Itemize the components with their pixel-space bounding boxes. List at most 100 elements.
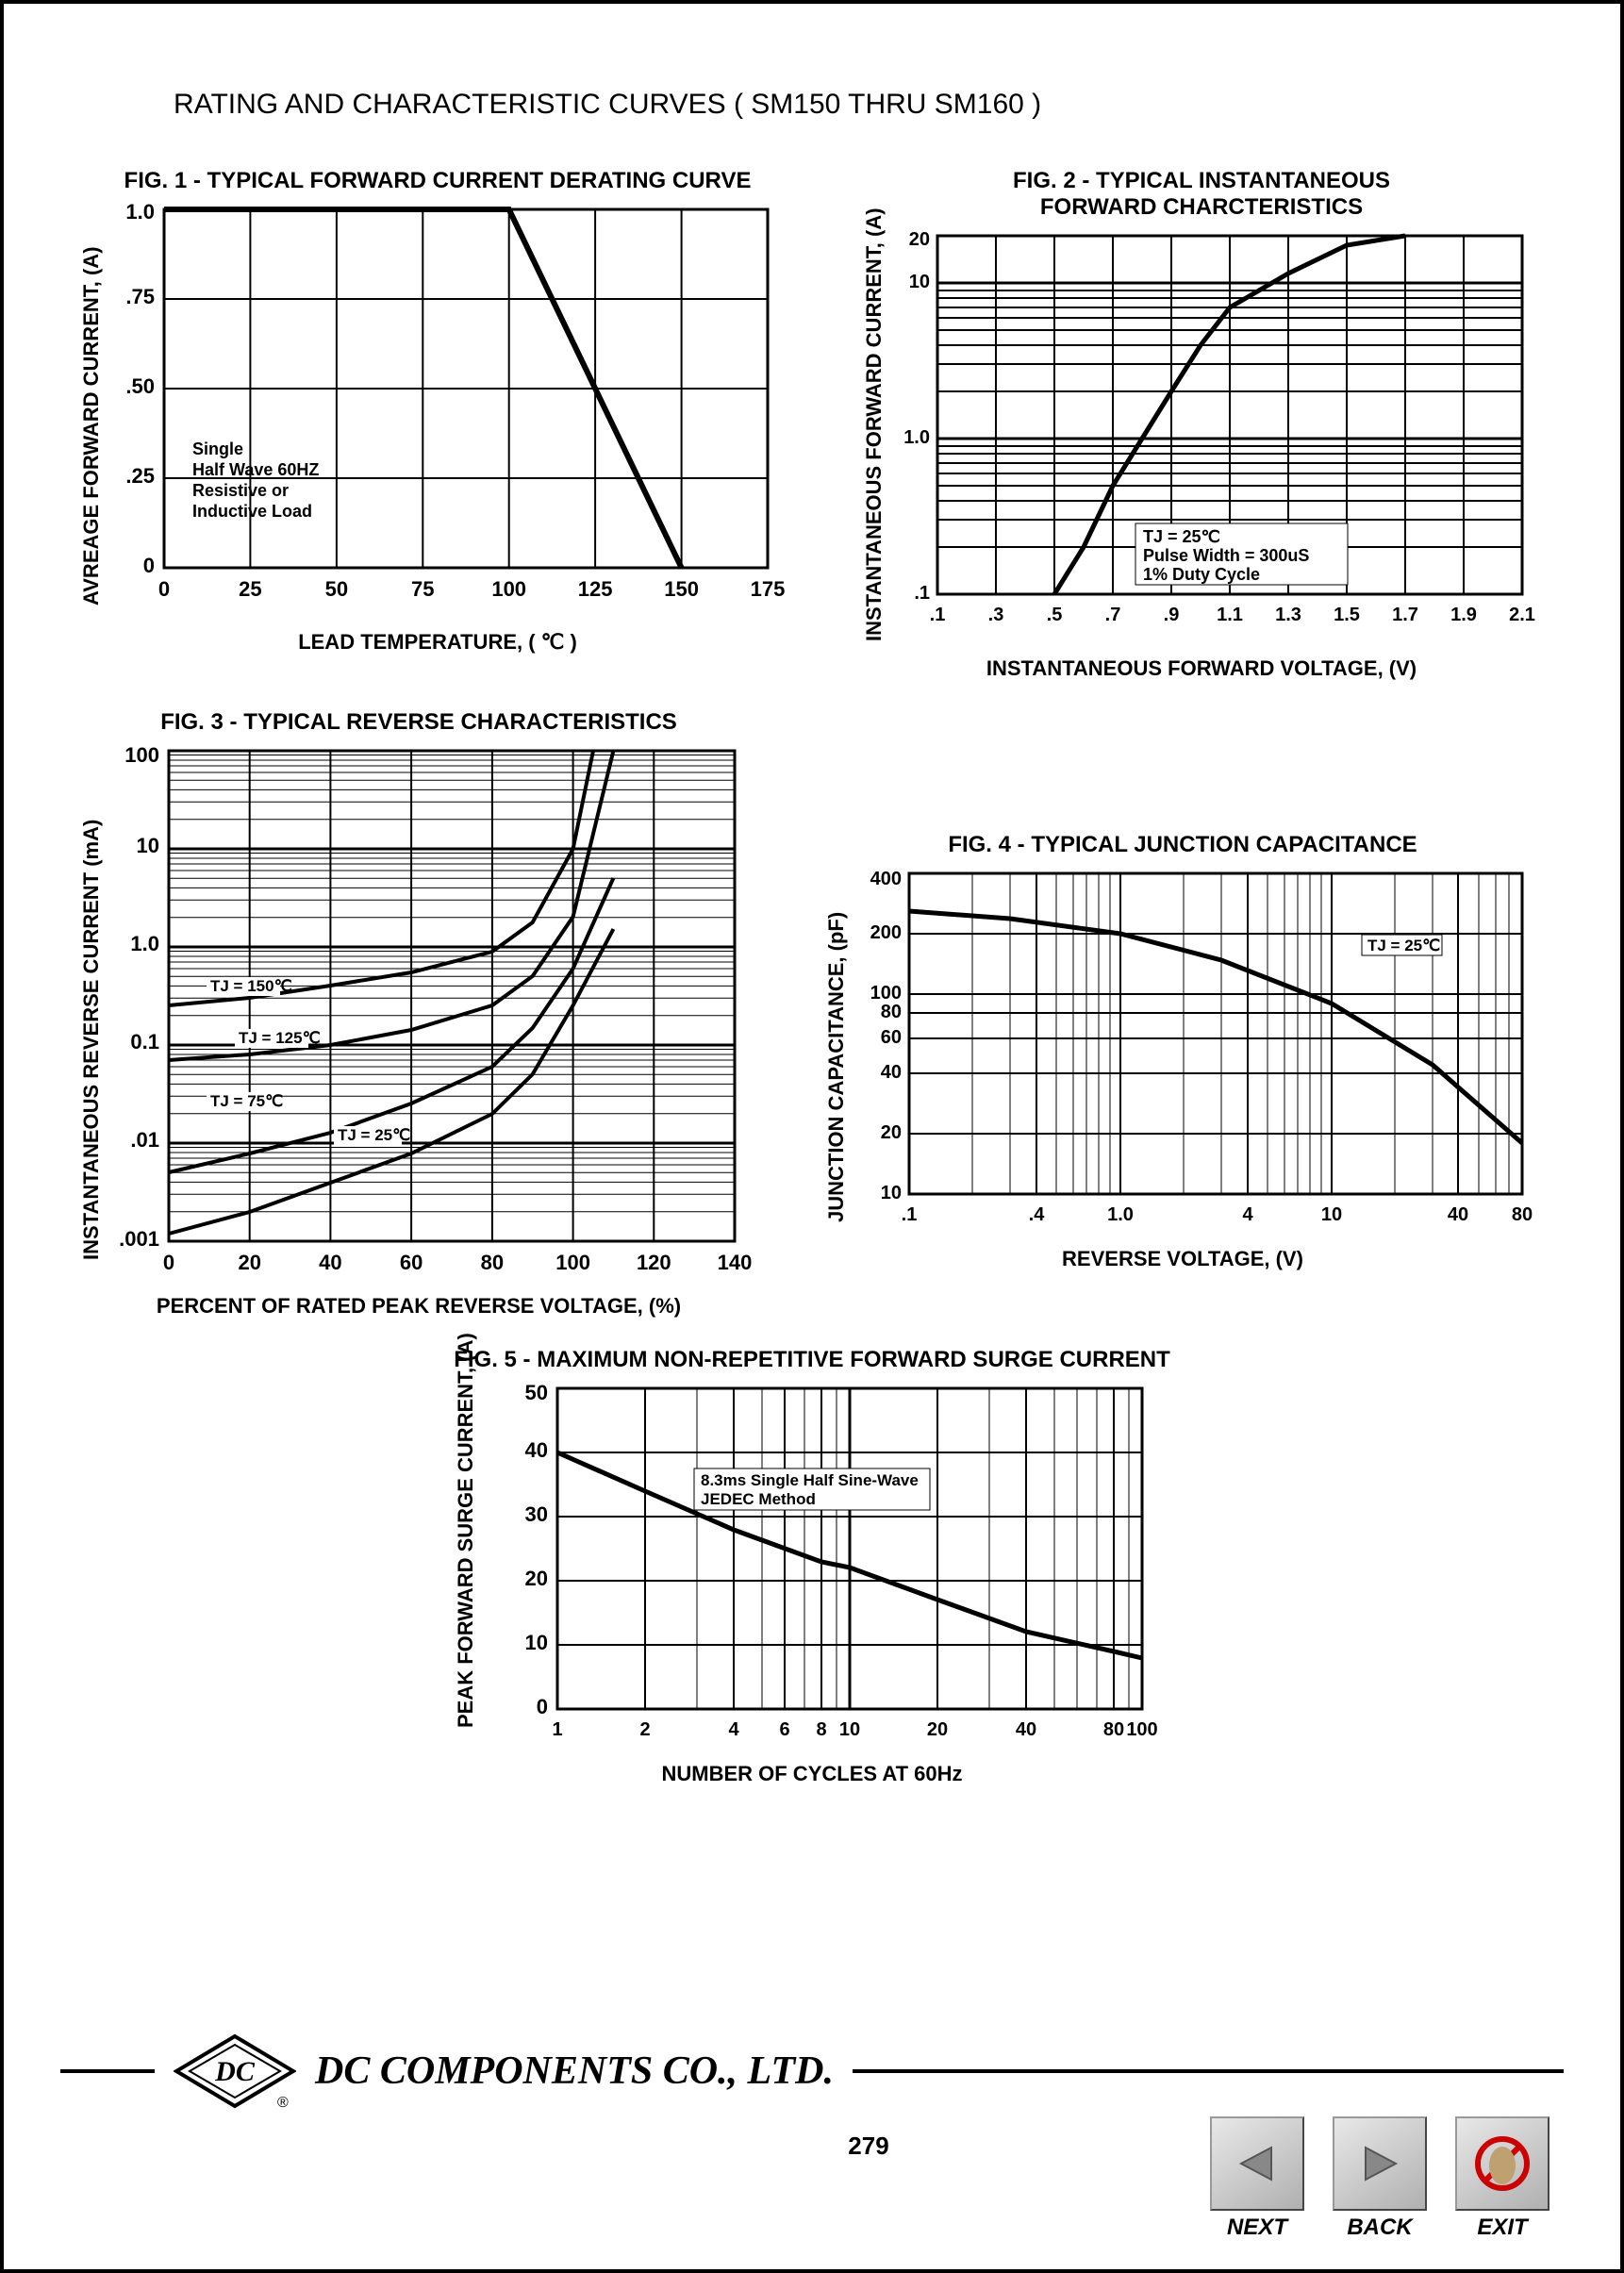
svg-text:.7: .7 bbox=[1105, 605, 1121, 625]
svg-text:.5: .5 bbox=[1047, 605, 1063, 625]
fig2-xlabel: INSTANTANEOUS FORWARD VOLTAGE, (V) bbox=[843, 656, 1560, 681]
fig1-plot: Single Half Wave 60HZ Resistive or Induc… bbox=[60, 200, 815, 624]
svg-text:TJ = 125℃: TJ = 125℃ bbox=[239, 1029, 321, 1047]
svg-text:10: 10 bbox=[909, 272, 930, 292]
svg-text:175: 175 bbox=[751, 577, 786, 601]
arrow-right-icon bbox=[1356, 2140, 1403, 2187]
svg-text:.001: .001 bbox=[119, 1227, 159, 1251]
svg-text:140: 140 bbox=[718, 1251, 753, 1274]
fig2-ylabel: INSTANTANEOUS FORWARD CURRENT, (A) bbox=[862, 207, 887, 641]
svg-text:0: 0 bbox=[537, 1695, 548, 1718]
svg-text:400: 400 bbox=[870, 869, 902, 889]
fig4-ylabel: JUNCTION CAPACITANCE, (pF) bbox=[824, 912, 849, 1222]
fig2: FIG. 2 - TYPICAL INSTANTANEOUS FORWARD C… bbox=[843, 168, 1560, 681]
svg-text:6: 6 bbox=[779, 1719, 789, 1740]
svg-text:1.7: 1.7 bbox=[1392, 605, 1418, 625]
svg-text:1.9: 1.9 bbox=[1450, 605, 1477, 625]
svg-text:10: 10 bbox=[137, 834, 159, 857]
svg-text:10: 10 bbox=[525, 1631, 548, 1654]
fig1: FIG. 1 - TYPICAL FORWARD CURRENT DERATIN… bbox=[60, 168, 815, 681]
next-label: NEXT bbox=[1227, 2215, 1287, 2241]
next-button[interactable]: NEXT bbox=[1205, 2116, 1309, 2241]
svg-text:20: 20 bbox=[909, 229, 930, 250]
svg-text:80: 80 bbox=[481, 1251, 504, 1274]
fig5-ylabel: PEAK FORWARD SURGE CURRENT, (A) bbox=[454, 1333, 478, 1728]
datasheet-page: RATING AND CHARACTERISTIC CURVES ( SM150… bbox=[0, 0, 1624, 2273]
svg-text:40: 40 bbox=[881, 1062, 902, 1083]
svg-text:10: 10 bbox=[1321, 1204, 1342, 1225]
fig1-xlabel: LEAD TEMPERATURE, ( ℃ ) bbox=[60, 630, 815, 655]
fig2-title: FIG. 2 - TYPICAL INSTANTANEOUS FORWARD C… bbox=[843, 168, 1560, 221]
fig4-title: FIG. 4 - TYPICAL JUNCTION CAPACITANCE bbox=[805, 832, 1560, 858]
svg-text:TJ = 25℃: TJ = 25℃ bbox=[338, 1126, 410, 1144]
svg-text:10: 10 bbox=[881, 1183, 902, 1203]
svg-text:120: 120 bbox=[637, 1251, 671, 1274]
svg-text:20: 20 bbox=[238, 1251, 260, 1274]
svg-text:80: 80 bbox=[1512, 1204, 1533, 1225]
fig3-xlabel: PERCENT OF RATED PEAK REVERSE VOLTAGE, (… bbox=[60, 1294, 777, 1319]
svg-text:100: 100 bbox=[491, 577, 526, 601]
fig4-annot: TJ = 25℃ bbox=[1367, 937, 1440, 954]
fig5: FIG. 5 - MAXIMUM NON-REPETITIVE FORWARD … bbox=[388, 1347, 1236, 1786]
svg-text:60: 60 bbox=[881, 1027, 902, 1048]
svg-text:200: 200 bbox=[870, 922, 902, 943]
svg-text:1.1: 1.1 bbox=[1217, 605, 1243, 625]
svg-text:DC: DC bbox=[214, 2056, 256, 2087]
svg-text:.25: .25 bbox=[125, 464, 155, 488]
svg-text:50: 50 bbox=[525, 1381, 548, 1404]
svg-text:1.0: 1.0 bbox=[1107, 1204, 1134, 1225]
fig2-plot: TJ = 25℃ Pulse Width = 300uS 1% Duty Cyc… bbox=[843, 226, 1560, 651]
svg-text:40: 40 bbox=[319, 1251, 341, 1274]
svg-text:.3: .3 bbox=[988, 605, 1004, 625]
svg-text:0: 0 bbox=[158, 577, 170, 601]
svg-text:1.3: 1.3 bbox=[1275, 605, 1301, 625]
svg-text:TJ = 150℃: TJ = 150℃ bbox=[210, 977, 292, 995]
fig4: FIG. 4 - TYPICAL JUNCTION CAPACITANCE JU… bbox=[805, 832, 1560, 1319]
svg-text:2.1: 2.1 bbox=[1509, 605, 1535, 625]
svg-text:125: 125 bbox=[578, 577, 613, 601]
company-name: DC COMPONENTS CO., LTD. bbox=[315, 2049, 834, 2094]
fig5-title: FIG. 5 - MAXIMUM NON-REPETITIVE FORWARD … bbox=[388, 1347, 1236, 1373]
fig3-title: FIG. 3 - TYPICAL REVERSE CHARACTERISTICS bbox=[60, 709, 777, 736]
svg-text:80: 80 bbox=[881, 1002, 902, 1022]
svg-text:4: 4 bbox=[728, 1719, 739, 1740]
svg-text:TJ = 75℃: TJ = 75℃ bbox=[210, 1092, 283, 1110]
back-button[interactable]: BACK bbox=[1328, 2116, 1432, 2241]
svg-text:.4: .4 bbox=[1029, 1204, 1046, 1225]
svg-text:100: 100 bbox=[870, 983, 902, 1004]
svg-text:40: 40 bbox=[1448, 1204, 1468, 1225]
svg-text:0.1: 0.1 bbox=[130, 1030, 159, 1054]
fig4-xlabel: REVERSE VOLTAGE, (V) bbox=[805, 1247, 1560, 1271]
svg-text:.9: .9 bbox=[1164, 605, 1180, 625]
row-2: FIG. 3 - TYPICAL REVERSE CHARACTERISTICS… bbox=[60, 709, 1564, 1319]
footer: DC ® DC COMPONENTS CO., LTD. bbox=[60, 2033, 1564, 2109]
svg-text:1.0: 1.0 bbox=[125, 200, 155, 224]
exit-button[interactable]: EXIT bbox=[1450, 2116, 1554, 2241]
row-3: FIG. 5 - MAXIMUM NON-REPETITIVE FORWARD … bbox=[60, 1347, 1564, 1786]
arrow-left-icon bbox=[1234, 2140, 1281, 2187]
svg-text:®: ® bbox=[277, 2095, 289, 2109]
svg-text:75: 75 bbox=[411, 577, 434, 601]
fig5-xlabel: NUMBER OF CYCLES AT 60Hz bbox=[388, 1762, 1236, 1786]
page-title: RATING AND CHARACTERISTIC CURVES ( SM150… bbox=[174, 89, 1564, 121]
svg-text:20: 20 bbox=[881, 1122, 902, 1143]
svg-text:.75: .75 bbox=[125, 285, 155, 308]
fig3-plot: TJ = 150℃ TJ = 125℃ TJ = 75℃ TJ = 25℃ .0… bbox=[60, 741, 777, 1288]
svg-text:150: 150 bbox=[664, 577, 699, 601]
svg-text:40: 40 bbox=[1016, 1719, 1036, 1740]
svg-text:60: 60 bbox=[400, 1251, 423, 1274]
fig1-ylabel: AVREAGE FORWARD CURRENT, (A) bbox=[79, 246, 104, 606]
svg-text:25: 25 bbox=[239, 577, 261, 601]
svg-text:40: 40 bbox=[525, 1438, 548, 1462]
row-1: FIG. 1 - TYPICAL FORWARD CURRENT DERATIN… bbox=[60, 168, 1564, 681]
svg-text:4: 4 bbox=[1242, 1204, 1253, 1225]
fig3-ylabel: INSTANTANEOUS REVERSE CURRENT (mA) bbox=[79, 820, 104, 1260]
svg-text:100: 100 bbox=[555, 1251, 590, 1274]
svg-text:10: 10 bbox=[839, 1719, 860, 1740]
svg-text:50: 50 bbox=[325, 577, 348, 601]
svg-text:0: 0 bbox=[143, 554, 155, 577]
exit-label: EXIT bbox=[1477, 2215, 1527, 2241]
svg-text:100: 100 bbox=[124, 743, 159, 767]
fig5-plot: 8.3ms Single Half Sine-Wave JEDEC Method… bbox=[388, 1379, 1236, 1756]
svg-text:.1: .1 bbox=[914, 583, 930, 604]
